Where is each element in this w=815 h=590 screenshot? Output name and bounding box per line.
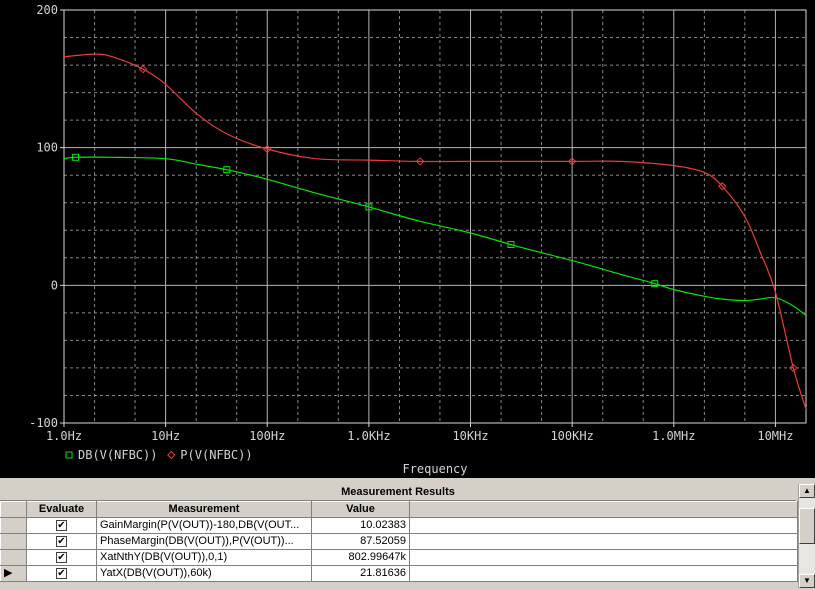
empty-cell (409, 533, 798, 550)
square-marker (507, 241, 515, 249)
evaluate-cell[interactable]: ✔ (26, 549, 97, 566)
results-row[interactable]: ✔ XatNthY(DB(V(OUT)),0,1) 802.99647k (0, 549, 798, 566)
tick-labels: 1.0Hz 10Hz 100Hz 1.0KHz 10KHz 100KHz 1.0MHz 10M… (29, 3, 793, 443)
row-pointer-icon: ▶ (4, 567, 13, 579)
value-cell: 21.81636 (311, 565, 410, 582)
measurement-cell[interactable]: GainMargin(P(V(OUT))-180,DB(V(OUT... (96, 517, 312, 534)
series-markers (72, 64, 798, 373)
diamond-marker (263, 144, 272, 154)
x-tick-label: 10MHz (757, 429, 793, 443)
header-row: Evaluate Measurement Value (0, 501, 798, 518)
results-row[interactable]: ✔ GainMargin(P(V(OUT))-180,DB(V(OUT... 10.… (0, 517, 798, 534)
evaluate-checkbox[interactable]: ✔ (56, 567, 67, 579)
column-header-blank (409, 501, 798, 518)
arrow-down-icon[interactable]: ▼ (799, 574, 815, 588)
diamond-marker (138, 64, 148, 74)
measurement-cell[interactable]: PhaseMargin(DB(V(OUT)),P(V(OUT))... (96, 533, 312, 550)
evaluate-checkbox[interactable]: ✔ (56, 535, 67, 547)
results-title: Measurement Results (0, 484, 796, 501)
legend-diamond-icon (167, 450, 176, 460)
x-tick-label: 1.0KHz (347, 429, 390, 443)
bode-plot: 1.0Hz 10Hz 100Hz 1.0KHz 10KHz 100KHz 1.0MHz 10M… (0, 0, 815, 478)
x-axis-label: Frequency (402, 462, 467, 476)
row-selector[interactable] (0, 549, 27, 566)
empty-cell (409, 549, 798, 566)
square-marker (365, 203, 373, 211)
row-selector[interactable] (0, 517, 27, 534)
square-marker (223, 166, 231, 174)
selector-header (0, 501, 27, 518)
evaluate-cell[interactable]: ✔ (26, 517, 97, 534)
diamond-marker (718, 182, 727, 191)
x-tick-label: 100Hz (249, 429, 285, 443)
arrow-up-icon[interactable]: ▲ (799, 484, 815, 498)
y-tick-label: 100 (36, 141, 58, 155)
scroll-thumb[interactable] (799, 508, 815, 544)
y-tick-label: 200 (36, 3, 58, 17)
empty-cell (409, 517, 798, 534)
legend-square-icon (65, 451, 73, 459)
plot-background (0, 0, 815, 478)
results-row[interactable]: ✔ PhaseMargin(DB(V(OUT)),P(V(OUT))... 87.5… (0, 533, 798, 550)
checkmark-icon: ✔ (57, 535, 66, 547)
diamond-marker (789, 363, 798, 373)
legend-label: DB(V(NFBC)) (78, 448, 157, 462)
measurement-cell[interactable]: XatNthY(DB(V(OUT)),0,1) (96, 549, 312, 566)
empty-cell (409, 565, 798, 582)
value-cell: 802.99647k (311, 549, 410, 566)
series-curves (63, 53, 807, 410)
diamond-marker (416, 157, 425, 166)
diamond-marker (567, 157, 577, 166)
value-cell: 10.02383 (311, 517, 410, 534)
column-header-evaluate[interactable]: Evaluate (26, 501, 97, 518)
column-header-value[interactable]: Value (311, 501, 410, 518)
row-selector[interactable]: ▶ (0, 565, 27, 582)
series-line-db (63, 156, 807, 317)
vertical-scrollbar[interactable]: ▲ ▼ (798, 484, 815, 588)
y-tick-label: -100 (29, 416, 58, 430)
evaluate-checkbox[interactable]: ✔ (56, 551, 67, 563)
y-tick-label: 0 (51, 278, 58, 292)
evaluate-checkbox[interactable]: ✔ (56, 519, 67, 531)
checkmark-icon: ✔ (57, 551, 66, 563)
results-row[interactable]: ▶ ✔ YatX(DB(V(OUT)),60k) 21.81636 (0, 565, 798, 582)
checkmark-icon: ✔ (57, 567, 66, 579)
x-tick-label: 10Hz (151, 429, 180, 443)
evaluate-cell[interactable]: ✔ (26, 533, 97, 550)
checkmark-icon: ✔ (57, 519, 66, 531)
plot-frame (63, 9, 807, 424)
legend-label: P(V(NFBC)) (180, 448, 252, 462)
series-line-phase (63, 53, 807, 410)
square-marker (651, 280, 659, 288)
measurement-results-panel: Measurement Results ▲ ▼ Evaluate Measure… (0, 478, 815, 590)
value-cell: 87.52059 (311, 533, 410, 550)
measurement-cell[interactable]: YatX(DB(V(OUT)),60k) (96, 565, 312, 582)
square-marker (72, 153, 80, 161)
row-selector[interactable] (0, 533, 27, 550)
x-tick-label: 1.0MHz (652, 429, 695, 443)
x-tick-label: 100KHz (550, 429, 593, 443)
evaluate-cell[interactable]: ✔ (26, 565, 97, 582)
column-header-measurement[interactable]: Measurement (96, 501, 312, 518)
x-tick-label: 1.0Hz (46, 429, 82, 443)
legend: DB(V(NFBC)) P(V(NFBC)) (65, 448, 253, 462)
x-tick-label: 10KHz (452, 429, 488, 443)
results-table: Evaluate Measurement Value ✔ GainMargin(P… (0, 501, 798, 582)
